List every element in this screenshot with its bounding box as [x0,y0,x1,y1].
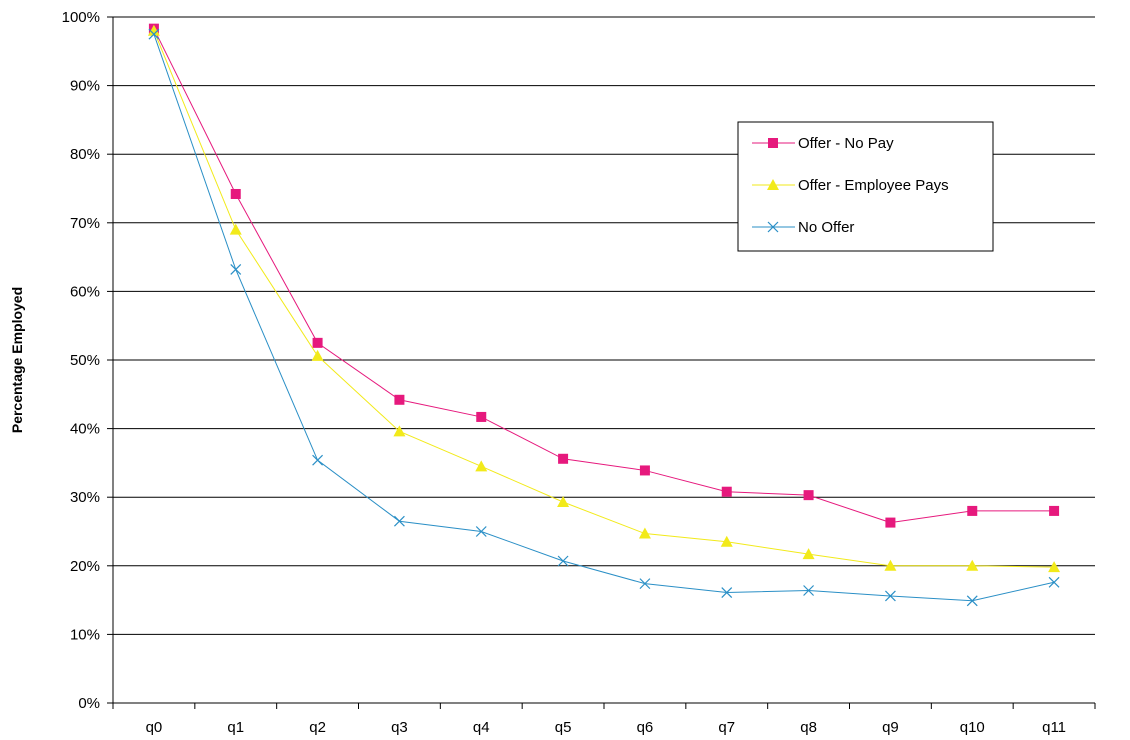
data-point-offer-employee-pays-q6 [638,527,651,539]
y-tick-label: 30% [70,489,100,506]
series-offer-employee-pays [147,24,1061,573]
data-point-offer-employee-pays-q2 [311,349,324,361]
x-tick-label-q5: q5 [555,719,572,736]
data-point-no-offer-q1-stroke [230,264,242,275]
data-point-no-offer-q11-stroke [1048,576,1060,588]
data-point-offer-no-pay-q8 [803,490,814,501]
data-point-no-offer-q2-stroke [312,454,324,466]
x-tick-label-q7: q7 [718,719,735,736]
y-tick-label: 60% [70,283,100,300]
data-point-offer-employee-pays-q7 [720,535,733,547]
data-point-offer-no-pay-q3 [394,394,405,405]
data-point-no-offer-q0-stroke [148,28,160,40]
x-tick-label-q0: q0 [146,719,163,736]
data-point-offer-no-pay-q1 [230,188,241,199]
y-tick-label: 100% [62,9,100,26]
data-point-offer-employee-pays-q5 [557,496,570,508]
data-point-no-offer-q5-stroke [557,555,569,567]
data-point-offer-no-pay-q9 [885,517,896,528]
x-tick-label-q10: q10 [960,719,985,736]
data-point-offer-employee-pays-q3 [393,425,406,437]
data-point-offer-employee-pays-q4 [475,460,488,472]
axis-labels: 0% 10% 20% 30% 40% 50% 60% 70% 80% 90% 100% q0 q1 q2 q… [9,9,1066,736]
y-tick-label: 90% [70,78,100,95]
x-tick-label-q8: q8 [800,719,817,736]
data-point-offer-no-pay-q10 [967,505,978,516]
legend: Offer - No Pay Offer - Employee Pays No Of… [737,121,994,252]
data-point-no-offer-q6 [639,578,651,590]
data-point-offer-employee-pays-q8 [802,548,815,560]
y-tick-label: 10% [70,626,100,643]
data-point-no-offer-q4-stroke [475,526,487,537]
data-point-no-offer-q1 [230,264,242,275]
y-axis-title: Percentage Employed [9,287,25,433]
series-offer-no-pay [148,23,1060,528]
y-tick-label: 50% [70,352,100,369]
data-point-no-offer-q7-stroke [721,587,733,598]
data-point-no-offer-q0 [148,28,160,40]
legend-item-offer-no-pay: Offer - No Pay [752,135,894,152]
data-point-no-offer-q3-stroke [393,515,405,527]
legend-label-offer-employee-pays: Offer - Employee Pays [798,177,949,194]
legend-label-offer-no-pay: Offer - No Pay [798,135,894,152]
series-line-no-offer [153,33,1055,602]
legend-label-no-offer: No Offer [798,219,854,236]
data-point-no-offer-q3 [393,515,405,527]
x-tick-label-q3: q3 [391,719,408,736]
legend-marker-offer-no-pay [768,138,778,148]
data-point-offer-employee-pays-q10 [966,559,979,571]
data-point-offer-employee-pays-q1 [229,223,242,235]
data-point-no-offer-q10-stroke [966,595,978,607]
data-point-no-offer-q8 [803,585,815,596]
x-tick-label-q11: q11 [1042,719,1066,736]
data-point-no-offer-q8-stroke [803,585,815,596]
legend-item-no-offer: No Offer [752,219,854,236]
data-point-offer-no-pay-q6 [639,465,650,476]
data-point-offer-no-pay-q11 [1049,505,1060,516]
data-point-no-offer-q2 [312,454,324,466]
x-tick-label-q1: q1 [227,719,244,736]
series-line-offer-employee-pays [153,30,1055,568]
data-point-offer-employee-pays-q0 [147,24,160,36]
legend-marker-no-offer [767,221,779,233]
data-point-no-offer-q7 [721,587,733,598]
y-tick-label: 40% [70,421,100,438]
gridlines [113,16,1095,635]
data-point-no-offer-q5 [557,555,569,567]
x-tick-label-q2: q2 [309,719,326,736]
data-point-no-offer-q9 [884,590,896,602]
data-point-offer-employee-pays-q9 [884,559,897,571]
axes [107,16,1096,709]
data-point-no-offer-q4 [475,526,487,537]
x-tick-label-q4: q4 [473,719,490,736]
data-point-offer-employee-pays-q11 [1048,561,1061,573]
y-tick-label: 20% [70,558,100,575]
series-line-offer-no-pay [153,28,1055,524]
series-group [147,23,1061,607]
x-tick-label-q6: q6 [637,719,654,736]
data-point-no-offer-q11 [1048,576,1060,588]
data-point-no-offer-q9-stroke [884,590,896,602]
y-tick-label: 80% [70,146,100,163]
data-point-offer-no-pay-q2 [312,337,323,348]
legend-marker-no-offer-stroke [767,221,779,233]
legend-item-offer-employee-pays: Offer - Employee Pays [752,177,949,194]
data-point-offer-no-pay-q7 [721,486,732,497]
x-tick-label-q9: q9 [882,719,899,736]
y-tick-label: 0% [78,695,100,712]
series-no-offer [148,28,1060,607]
data-point-no-offer-q6-stroke [639,578,651,590]
data-point-offer-no-pay-q4 [476,411,487,422]
data-point-no-offer-q10 [966,595,978,607]
data-point-offer-no-pay-q5 [558,453,569,464]
legend-marker-offer-employee-pays [767,179,779,190]
y-tick-label: 70% [70,215,100,232]
